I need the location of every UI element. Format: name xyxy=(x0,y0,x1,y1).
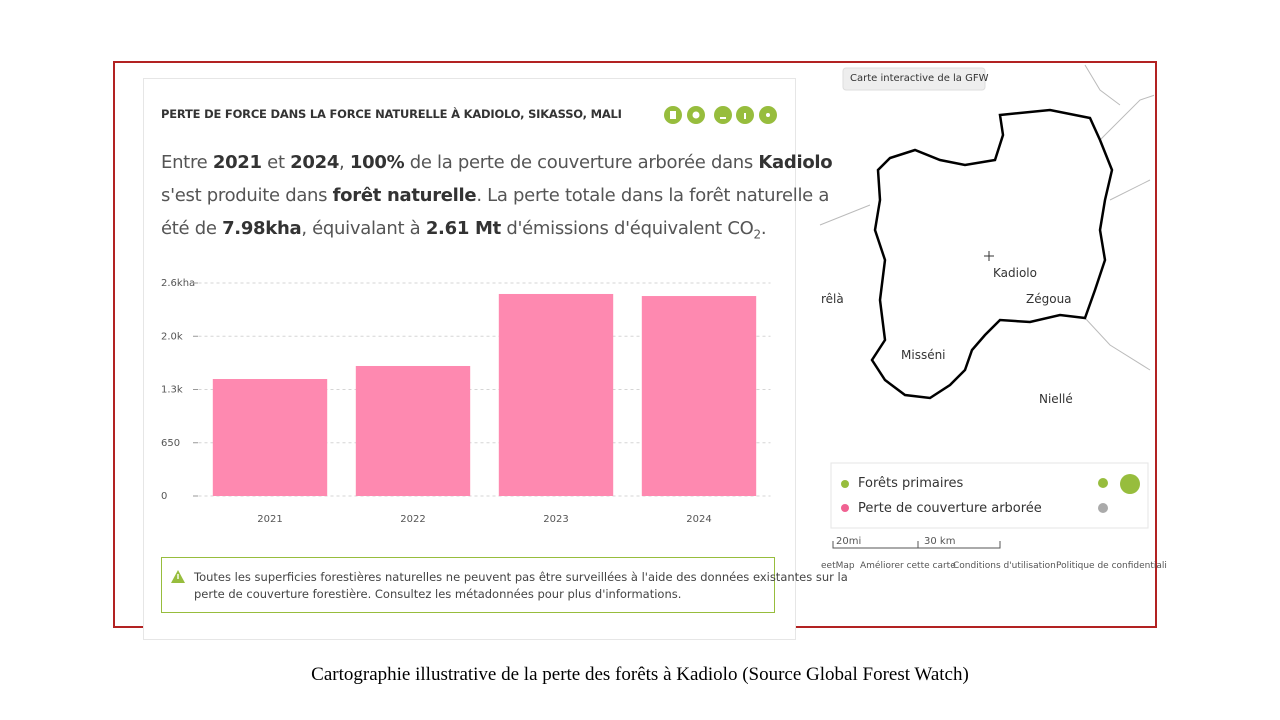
summary-text: , équivalant à xyxy=(301,218,426,239)
summary-text: été de xyxy=(161,218,223,239)
place-label: rêlà xyxy=(821,292,844,306)
summary-text: forêt naturelle xyxy=(332,185,477,206)
summary-text: et xyxy=(261,152,291,173)
x-tick-label: 2022 xyxy=(400,514,425,525)
summary-text: de la perte de couverture arborée dans xyxy=(404,152,759,173)
place-label: Zégoua xyxy=(1026,292,1072,306)
y-tick-label: 2.0k xyxy=(161,331,183,342)
download-button[interactable] xyxy=(714,106,732,124)
summary-text: . xyxy=(760,218,767,239)
legend-item[interactable]: Perte de couverture arborée xyxy=(858,501,1042,516)
bar xyxy=(355,365,471,496)
summary-line: Entre 2021 et 2024, 100% de la perte de … xyxy=(161,146,833,179)
notice-line: Toutes les superficies forestières natur… xyxy=(194,570,848,584)
summary-text: 2021 xyxy=(212,152,262,173)
summary-text: 2.61 Mt xyxy=(425,218,501,239)
figure-caption: Cartographie illustrative de la perte de… xyxy=(311,664,969,685)
map[interactable] xyxy=(795,62,1154,624)
widget-toolbar xyxy=(664,106,777,124)
y-tick-label: 1.3k xyxy=(161,385,183,396)
place-label: Niellé xyxy=(1039,392,1073,406)
scale-label: 20mi xyxy=(836,536,862,547)
summary-text: 100% xyxy=(349,152,405,173)
bar xyxy=(641,296,757,496)
summary-text: Entre xyxy=(161,152,213,173)
map-link[interactable]: eetMap xyxy=(821,561,855,571)
summary-text: Kadiolo xyxy=(758,152,833,173)
summary-text: 2 xyxy=(753,227,762,242)
summary-text: s'est produite dans xyxy=(161,185,333,206)
place-label: Misséni xyxy=(901,348,946,362)
scale-label: 30 km xyxy=(924,536,956,547)
widget-summary: Entre 2021 et 2024, 100% de la perte de … xyxy=(161,146,833,252)
place-label: Kadiolo xyxy=(993,266,1037,280)
x-tick-label: 2021 xyxy=(257,514,282,525)
notice-line: perte de couverture forestière. Consulte… xyxy=(194,587,682,601)
summary-text: d'émissions d'équivalent CO xyxy=(500,218,754,239)
summary-text: . La perte totale dans la forêt naturell… xyxy=(476,185,830,206)
bar-chart: 0 650 1.3k 2.0k 2.6kha 2021 2022 2023 2024 xyxy=(161,278,771,525)
legend-item[interactable]: Forêts primaires xyxy=(858,476,964,491)
map-tooltip: Carte interactive de la GFW xyxy=(850,73,989,84)
summary-line: s'est produite dans forêt naturelle. La … xyxy=(161,179,832,212)
bar xyxy=(498,293,614,496)
summary-text: 7.98kha xyxy=(222,218,302,239)
bar xyxy=(212,379,328,496)
summary-text: , xyxy=(339,152,350,173)
summary-text: 2024 xyxy=(290,152,340,173)
x-tick-label: 2023 xyxy=(543,514,568,525)
warning-icon xyxy=(171,570,185,583)
y-tick-label: 2.6kha xyxy=(161,278,195,289)
y-tick-label: 650 xyxy=(161,438,180,449)
widget-title: PERTE DE FORCE DANS LA FORCE NATURELLE À… xyxy=(161,107,622,121)
notice-box: Toutes les superficies forestières natur… xyxy=(161,557,848,613)
map-link[interactable]: Améliorer cette carte xyxy=(860,561,956,571)
summary-line: été de 7.98kha, équivalant à 2.61 Mt d'é… xyxy=(161,212,832,252)
y-tick-label: 0 xyxy=(161,491,167,502)
x-tick-label: 2024 xyxy=(686,514,711,525)
map-link[interactable]: Politique de confidentiali xyxy=(1056,561,1167,571)
map-link[interactable]: Conditions d'utilisation xyxy=(953,561,1056,571)
